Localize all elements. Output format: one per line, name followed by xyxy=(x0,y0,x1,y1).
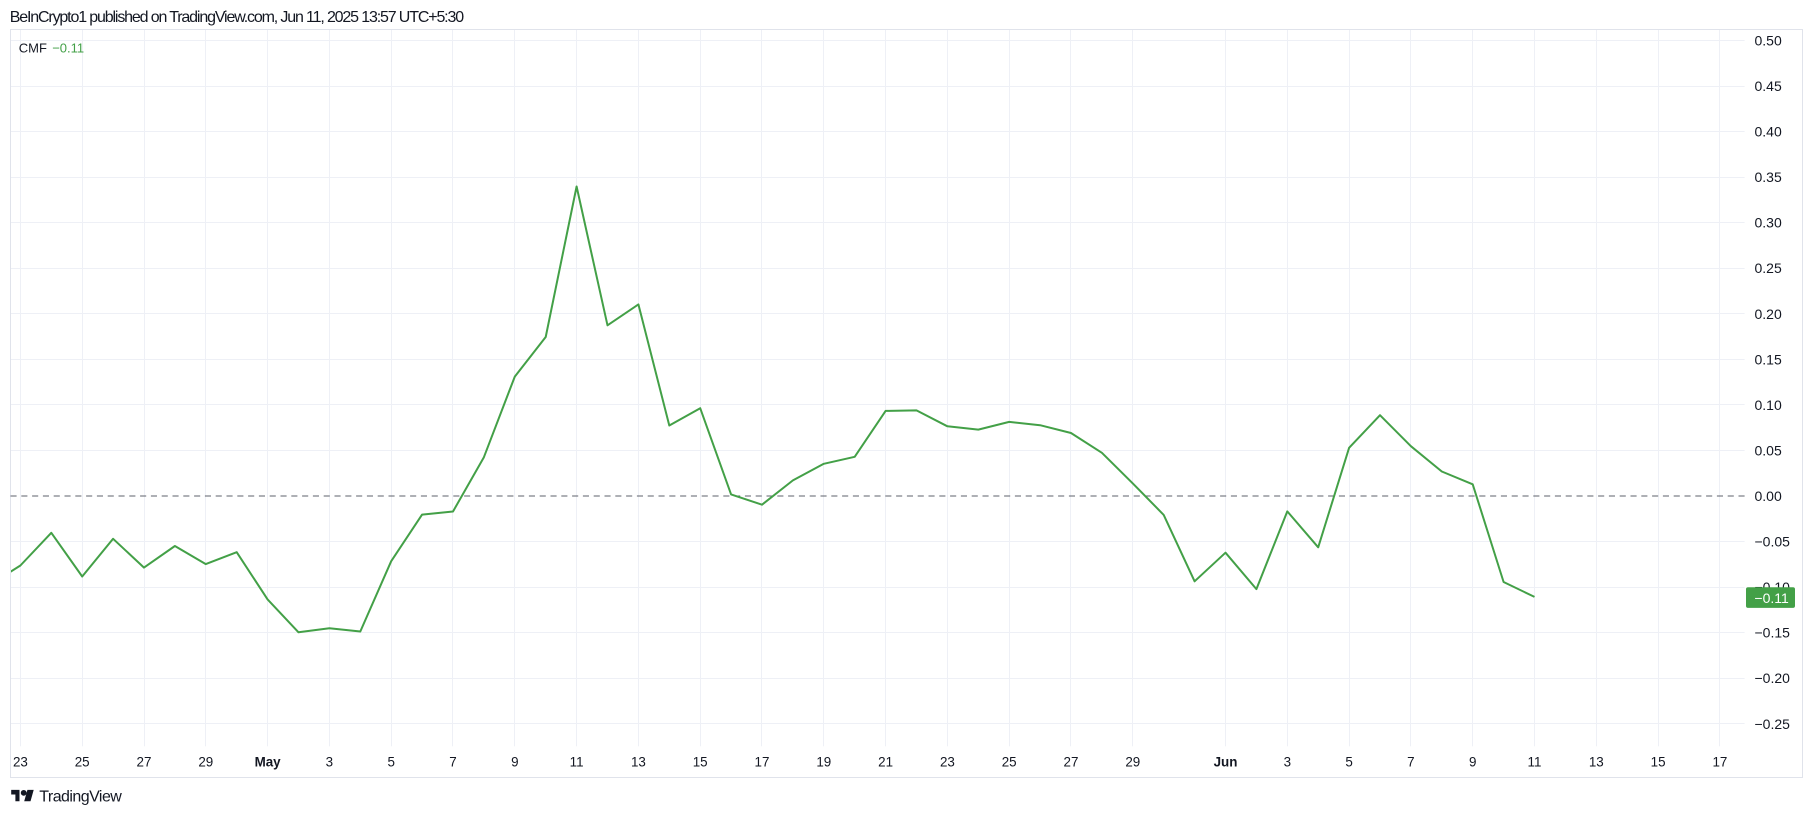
svg-text:0.15: 0.15 xyxy=(1755,351,1782,367)
svg-text:15: 15 xyxy=(693,755,708,770)
svg-text:−0.15: −0.15 xyxy=(1755,625,1791,641)
svg-text:3: 3 xyxy=(326,755,333,770)
svg-text:11: 11 xyxy=(570,755,584,770)
svg-text:−0.05: −0.05 xyxy=(1755,534,1791,550)
svg-text:7: 7 xyxy=(1407,755,1414,770)
svg-text:0.20: 0.20 xyxy=(1755,306,1782,322)
svg-text:0.00: 0.00 xyxy=(1755,488,1782,504)
svg-text:3: 3 xyxy=(1284,755,1291,770)
svg-text:May: May xyxy=(255,755,282,770)
svg-text:5: 5 xyxy=(387,755,394,770)
svg-text:0.25: 0.25 xyxy=(1755,260,1782,276)
svg-text:23: 23 xyxy=(940,755,955,770)
svg-text:−0.20: −0.20 xyxy=(1755,670,1791,686)
svg-text:0.10: 0.10 xyxy=(1755,397,1782,413)
svg-text:11: 11 xyxy=(1528,755,1542,770)
svg-text:27: 27 xyxy=(137,755,152,770)
svg-text:0.45: 0.45 xyxy=(1755,78,1782,94)
svg-text:CMF: CMF xyxy=(19,40,47,55)
svg-text:7: 7 xyxy=(449,755,456,770)
svg-text:29: 29 xyxy=(1125,755,1140,770)
svg-text:9: 9 xyxy=(511,755,518,770)
svg-text:13: 13 xyxy=(631,755,646,770)
svg-text:9: 9 xyxy=(1469,755,1476,770)
svg-text:0.30: 0.30 xyxy=(1755,215,1782,231)
svg-text:15: 15 xyxy=(1651,755,1666,770)
svg-text:5: 5 xyxy=(1345,755,1352,770)
svg-text:19: 19 xyxy=(816,755,831,770)
svg-text:−0.11: −0.11 xyxy=(1754,590,1789,606)
svg-text:17: 17 xyxy=(1712,755,1727,770)
svg-text:17: 17 xyxy=(755,755,770,770)
svg-text:21: 21 xyxy=(878,755,893,770)
svg-text:27: 27 xyxy=(1064,755,1079,770)
svg-text:25: 25 xyxy=(75,755,90,770)
svg-text:13: 13 xyxy=(1589,755,1604,770)
svg-text:23: 23 xyxy=(13,755,28,770)
svg-text:0.50: 0.50 xyxy=(1755,33,1782,49)
svg-text:0.35: 0.35 xyxy=(1755,169,1782,185)
svg-text:0.40: 0.40 xyxy=(1755,124,1782,140)
svg-text:−0.25: −0.25 xyxy=(1755,716,1791,732)
svg-text:29: 29 xyxy=(198,755,213,770)
svg-text:Jun: Jun xyxy=(1214,755,1238,770)
svg-text:BeInCrypto1 published on Tradi: BeInCrypto1 published on TradingView.com… xyxy=(10,9,465,26)
svg-text:TradingView: TradingView xyxy=(39,789,122,806)
svg-text:25: 25 xyxy=(1002,755,1017,770)
svg-text:−0.11: −0.11 xyxy=(52,40,84,55)
svg-text:0.05: 0.05 xyxy=(1755,442,1782,458)
